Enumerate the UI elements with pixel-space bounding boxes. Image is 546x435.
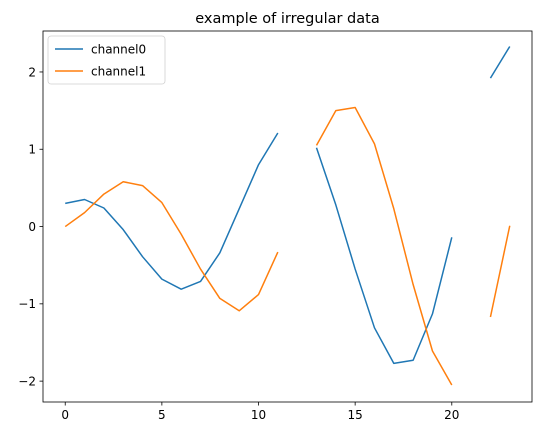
y-tick-label: 2 <box>28 65 36 79</box>
chart-title: example of irregular data <box>195 11 379 27</box>
series-channel1-segment-1 <box>64 180 279 312</box>
y-tick-label: 0 <box>28 220 36 234</box>
y-tick-label: 1 <box>28 143 36 157</box>
series-channel0-segment-2 <box>315 147 453 365</box>
plot-frame <box>42 30 533 403</box>
series-channel0-segment-3 <box>489 46 511 79</box>
x-tick-label: 5 <box>158 408 166 422</box>
x-tick-label: 20 <box>444 408 459 422</box>
series-layer <box>64 46 511 386</box>
x-axis: 0 5 10 15 20 <box>61 402 459 422</box>
series-channel0-segment-1 <box>65 132 279 290</box>
series-channel1-segment-3 <box>489 225 511 318</box>
legend-label-channel0: channel0 <box>91 42 146 56</box>
x-tick-label: 10 <box>251 408 266 422</box>
y-axis: −2 −1 0 1 2 <box>18 65 43 388</box>
legend-box <box>47 35 166 85</box>
legend-label-channel1: channel1 <box>91 64 146 78</box>
y-tick-label: −1 <box>18 297 36 311</box>
x-tick-label: 15 <box>348 408 363 422</box>
y-tick-label: −2 <box>18 374 36 388</box>
x-tick-label: 0 <box>61 408 69 422</box>
legend: channel0 channel1 <box>47 35 166 85</box>
series-channel1-segment-2 <box>315 106 453 386</box>
